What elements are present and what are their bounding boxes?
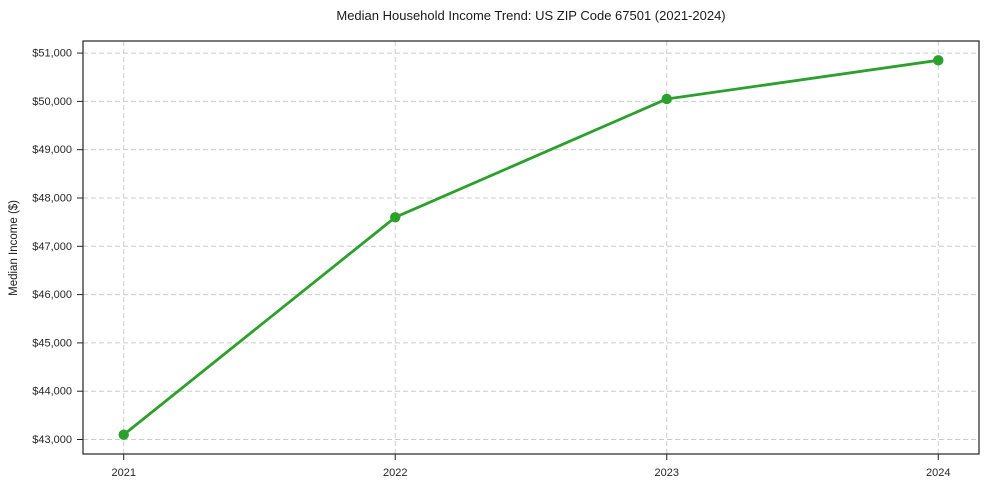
y-tick-label: $48,000 — [32, 192, 72, 204]
y-tick-label: $47,000 — [32, 241, 72, 253]
y-tick-label: $45,000 — [32, 337, 72, 349]
plot-border — [82, 40, 980, 455]
x-tick-label: 2024 — [926, 467, 950, 479]
x-tick-label: 2023 — [655, 467, 679, 479]
y-tick-label: $49,000 — [32, 144, 72, 156]
y-tick-label: $43,000 — [32, 434, 72, 446]
y-tick-label: $51,000 — [32, 48, 72, 60]
x-tick-label: 2021 — [111, 467, 135, 479]
data-point-2021 — [118, 429, 129, 440]
data-point-2024 — [933, 55, 944, 66]
data-point-2023 — [661, 93, 672, 105]
chart-title: Median Household Income Trend: US ZIP Co… — [336, 8, 726, 23]
y-tick-label: $50,000 — [32, 96, 72, 108]
x-tick-label: 2022 — [383, 467, 407, 479]
y-tick-label: $46,000 — [32, 289, 72, 301]
income-trend-line — [122, 58, 940, 437]
y-tick-label: $44,000 — [32, 386, 72, 398]
data-point-2022 — [390, 212, 401, 223]
